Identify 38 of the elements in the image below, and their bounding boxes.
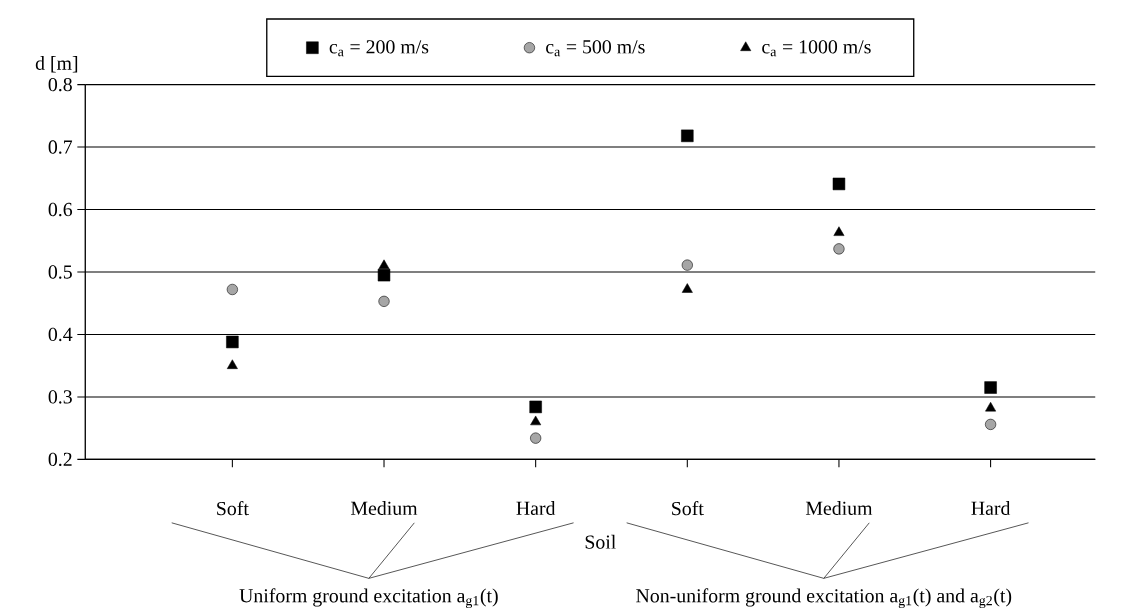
point	[681, 129, 694, 143]
point	[530, 415, 542, 426]
x-tick-label: Hard	[971, 501, 1011, 516]
x-tick-label: Soft	[217, 501, 249, 516]
point	[378, 259, 390, 270]
text: Non-uniform ground excitation a$_{g1}$(t) and a$_{g2}$(t)	[636, 588, 1012, 609]
point	[226, 359, 238, 370]
y-tick-label: 0.7	[48, 140, 73, 154]
y-tick-label: 0.4	[48, 327, 73, 342]
point	[226, 335, 239, 349]
y-tick-label: 0.2	[48, 452, 72, 467]
point	[377, 269, 391, 282]
x-tick-label: Hard	[516, 501, 556, 516]
y-tick-label: 0.3	[48, 390, 72, 404]
point	[681, 259, 693, 271]
point	[833, 226, 845, 237]
y-axis-title: d [m]	[35, 56, 78, 73]
x-tick-label: Medium	[351, 501, 418, 516]
point	[530, 432, 542, 444]
legend-label: c$_{a}$ = 200 m/s	[329, 40, 429, 57]
point	[378, 295, 390, 308]
legend-label: c$_{a}$ = 1000 m/s	[762, 40, 871, 57]
legend-label: c$_{a}$ = 500 m/s	[546, 40, 645, 57]
point	[681, 283, 693, 293]
y-tick-label: 0.8	[48, 78, 72, 92]
point	[985, 402, 997, 412]
x-axis-title: Soil	[585, 535, 616, 549]
y-tick-label: 0.6	[48, 202, 73, 217]
text: Uniform ground excitation a$_{g1}$(t)	[239, 588, 498, 609]
point	[833, 243, 845, 255]
point	[984, 381, 997, 394]
point	[226, 284, 238, 296]
point	[529, 400, 542, 414]
point	[985, 418, 997, 431]
y-tick-label: 0.5	[48, 265, 72, 279]
x-tick-label: Soft	[672, 501, 704, 516]
x-tick-label: Medium	[805, 501, 873, 516]
point	[832, 177, 846, 191]
